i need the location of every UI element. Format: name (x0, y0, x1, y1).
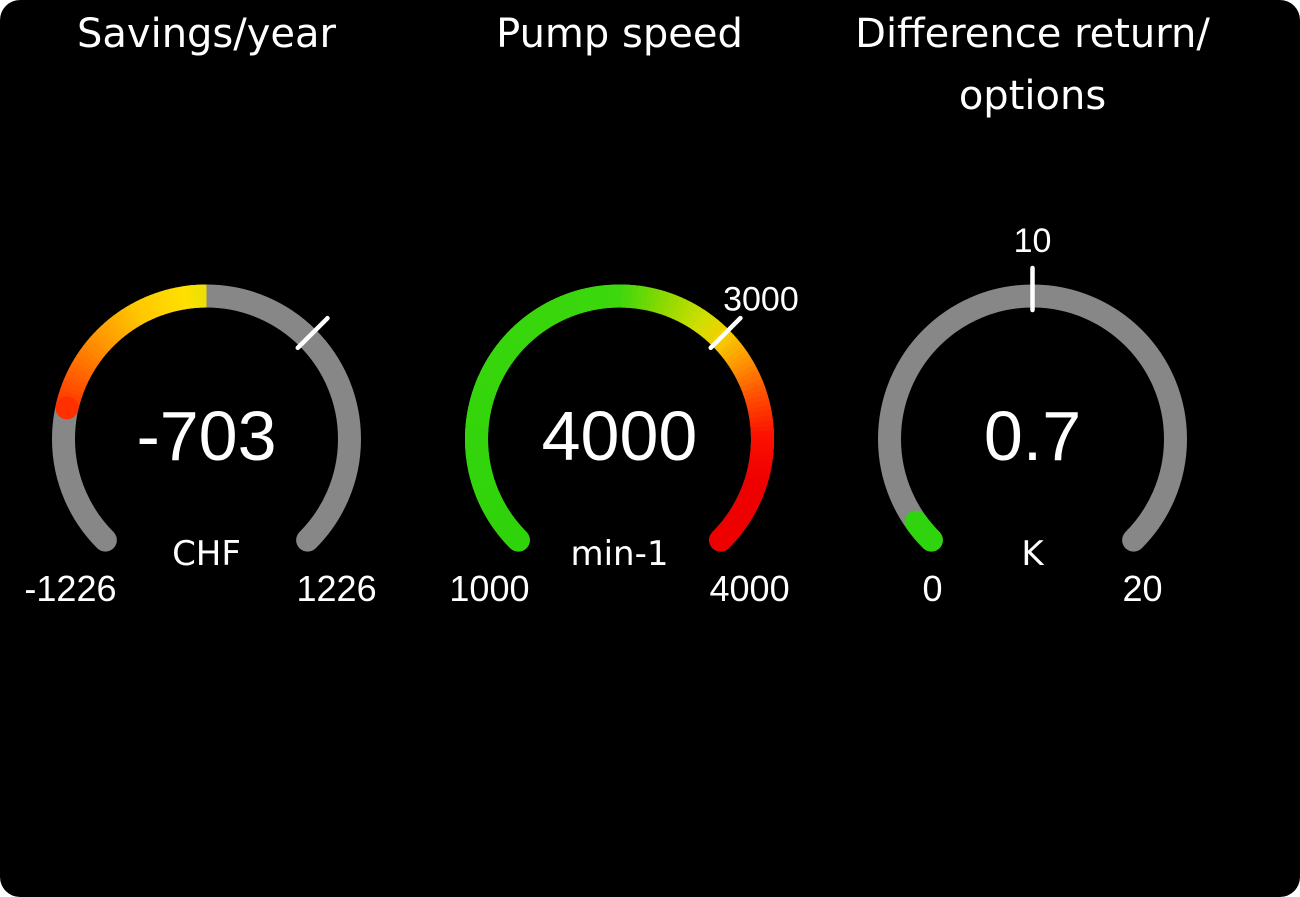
gauge-title: Pump speed (496, 11, 743, 57)
gauge-fill-start-cap (919, 528, 943, 552)
gauge-min-label: 1000 (449, 568, 529, 609)
gauge-tick (708, 315, 743, 351)
gauge-value: -703 (136, 397, 276, 475)
gauge-max-label: 4000 (710, 568, 790, 609)
gauge-max-label: 20 (1123, 568, 1163, 609)
gauge-widget-savings-year: Savings/year -703 CHF -1226 1226 (0, 0, 413, 630)
gauge-value: 0.7 (984, 397, 1081, 475)
gauge-canvas: 3000 4000 min-1 1000 4000 (449, 281, 799, 609)
gauge-min-label: 0 (922, 568, 942, 609)
gauge-tick-label: 10 (1014, 222, 1052, 260)
gauge-unit: min-1 (570, 534, 668, 574)
gauge-min-label: -1226 (24, 568, 116, 609)
gauge-fill-start-cap (55, 396, 79, 420)
gauge-unit: K (1021, 534, 1045, 574)
gauge-canvas: -703 CHF -1226 1226 (24, 284, 377, 609)
gauge-fill-end-cap (709, 528, 733, 552)
gauge-widget-pump-speed: Pump speed 3000 4000 min-1 1000 4000 (413, 0, 826, 630)
gauge-tick-label: 3000 (723, 281, 799, 319)
gauge-title: Savings/year (77, 11, 336, 57)
gauge-unit: CHF (172, 534, 241, 574)
gauge-max-label: 1226 (297, 568, 377, 609)
gauge-canvas: 10 0.7 K 0 20 (878, 222, 1187, 609)
gauge-widget-difference-return-options: Difference return/ options 10 0.7 K 0 20 (826, 0, 1239, 630)
gauge-value: 4000 (542, 397, 698, 475)
gauge-fill-start-cap (506, 528, 530, 552)
gauge-title: Difference return/ options (855, 11, 1210, 119)
gauge-tick (295, 315, 330, 351)
gauge-fill-end-cap (904, 510, 928, 534)
